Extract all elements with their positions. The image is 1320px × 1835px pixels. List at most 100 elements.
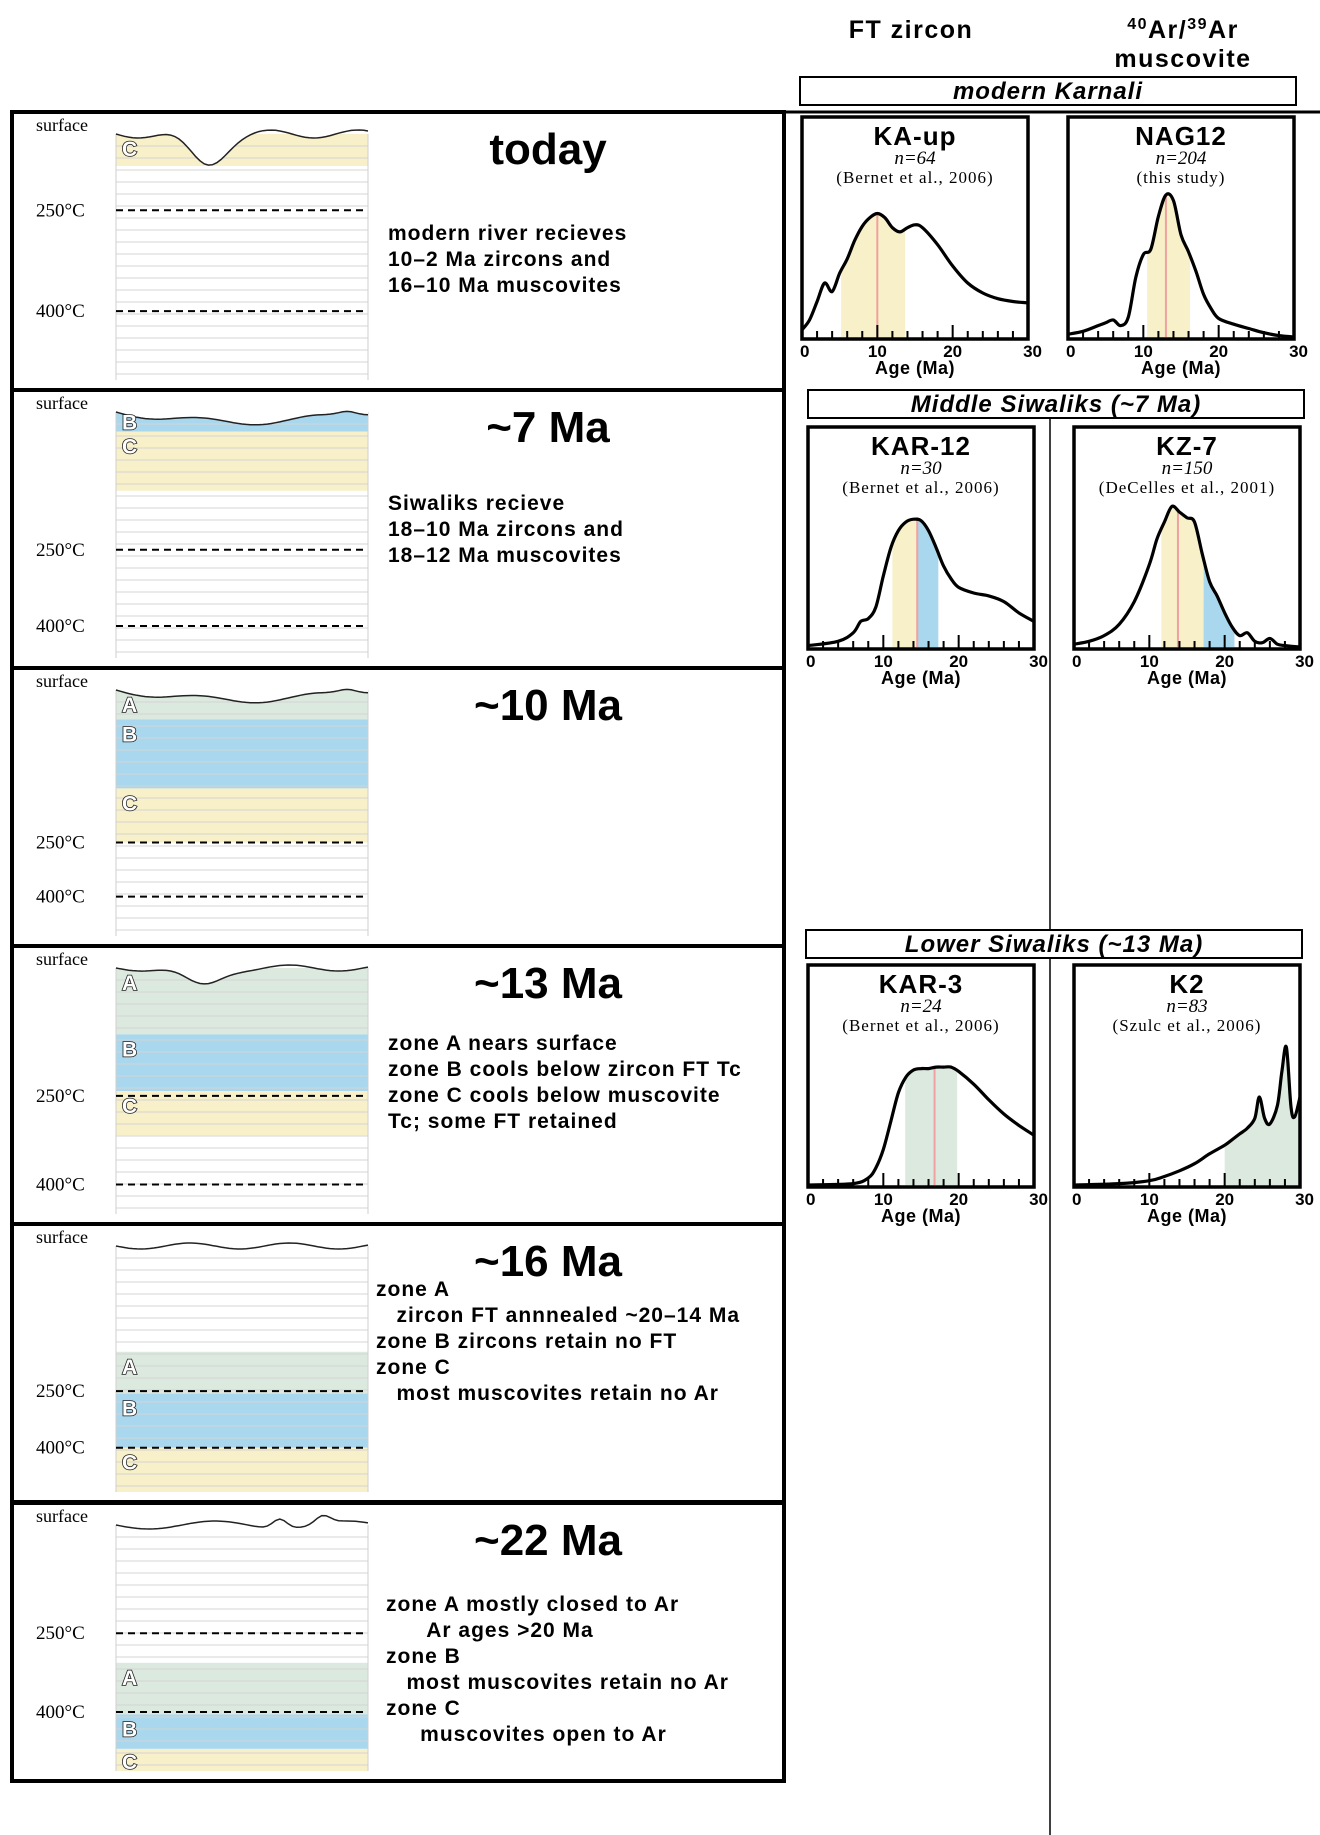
panel-title: ~22 Ma xyxy=(474,1516,623,1565)
panel-note: zone B zircons retain no FT xyxy=(376,1330,677,1353)
zone-c-label: C xyxy=(122,1751,137,1774)
x-tick-label: 20 xyxy=(943,342,962,361)
panel-note: 18–12 Ma muscovites xyxy=(388,544,622,567)
panel-note: muscovites open to Ar xyxy=(386,1723,667,1746)
sample-reference: (this study) xyxy=(1137,168,1226,187)
surface-line xyxy=(115,964,369,985)
zone-b-band xyxy=(116,719,368,789)
group-label-box xyxy=(807,389,1305,419)
temp-400-label: 400°C xyxy=(36,1174,85,1195)
panel-note: 10–2 Ma zircons and xyxy=(388,248,611,271)
panel-note: 16–10 Ma muscovites xyxy=(388,274,622,297)
panel-note: zone C cools below muscovite xyxy=(388,1084,721,1107)
x-tick-label: 30 xyxy=(1289,342,1308,361)
surface-line xyxy=(115,1514,369,1530)
surface-label: surface xyxy=(36,1506,88,1526)
temp-400-label: 400°C xyxy=(36,301,85,322)
panel-frame xyxy=(10,1501,786,1783)
surface-label: surface xyxy=(36,393,88,413)
zone-b-band xyxy=(116,1034,368,1091)
x-tick-label: 10 xyxy=(868,342,887,361)
group-label-box xyxy=(799,76,1297,106)
distribution-curve xyxy=(800,211,1029,331)
x-tick-label: 10 xyxy=(1134,342,1153,361)
panel-note: zone A xyxy=(376,1278,450,1301)
sample-count: n=30 xyxy=(900,458,942,479)
zone-c-label: C xyxy=(122,1452,137,1475)
time-panels: surface 250°C 400°C C today modern river reci… xyxy=(10,110,786,1783)
col2-title: 40Ar/39Ar xyxy=(1127,16,1239,44)
chart-frame xyxy=(1072,963,1302,1189)
x-axis-label: Age (Ma) xyxy=(1141,358,1221,378)
x-tick-label: 10 xyxy=(1140,1190,1159,1209)
zone-c-band xyxy=(116,1447,368,1492)
distribution-curve xyxy=(807,517,1035,648)
shade-zone-c xyxy=(892,519,918,647)
panel-note: zone C xyxy=(386,1697,461,1720)
panel-note: modern river recieves xyxy=(388,222,627,245)
x-tick-label: 0 xyxy=(800,342,809,361)
chart-frame xyxy=(1072,425,1302,651)
surface-label: surface xyxy=(36,949,88,969)
group-label: Lower Siwaliks (~13 Ma) xyxy=(905,931,1203,958)
x-tick-label: 30 xyxy=(1029,652,1048,671)
zone-a-band xyxy=(116,968,368,1035)
zone-b-label: B xyxy=(122,1038,137,1061)
col2-title-line2: muscovite xyxy=(1114,45,1251,73)
col2-sup1: 40 xyxy=(1127,16,1148,33)
panel-title: ~7 Ma xyxy=(486,403,610,452)
zone-a-label: A xyxy=(122,1667,137,1690)
sky-mask xyxy=(116,948,368,984)
sky-mask xyxy=(116,1505,368,1529)
col2-mid: Ar/ xyxy=(1148,16,1187,44)
chart-frame xyxy=(806,425,1036,651)
zone-c-label: C xyxy=(122,1095,137,1118)
temp-250-label: 250°C xyxy=(36,540,85,561)
time-panel: surface 250°C 400°C BC ~7 Ma Siwaliks recieve… xyxy=(10,388,786,670)
chart-frame xyxy=(806,963,1036,1189)
panel-note: zone B cools below zircon FT Tc xyxy=(388,1058,742,1081)
zone-b-band xyxy=(116,1714,368,1749)
panel-note: Siwaliks recieve xyxy=(388,492,565,515)
x-tick-label: 20 xyxy=(949,652,968,671)
age-distributions: modern Karnali Middle Siwaliks (~7 Ma) Low… xyxy=(786,76,1320,1835)
sky-mask xyxy=(116,392,368,425)
temp-400-label: 400°C xyxy=(36,1438,85,1459)
panel-note: zone A mostly closed to Ar xyxy=(386,1593,679,1616)
temp-400-label: 400°C xyxy=(36,616,85,637)
temp-250-label: 250°C xyxy=(36,1086,85,1107)
shade-zone-b xyxy=(917,519,939,647)
x-tick-label: 10 xyxy=(874,652,893,671)
group-label: modern Karnali xyxy=(953,78,1143,105)
x-tick-label: 20 xyxy=(1215,652,1234,671)
panel-note: Tc; some FT retained xyxy=(388,1110,618,1133)
x-tick-label: 30 xyxy=(1295,1190,1314,1209)
zone-c-label: C xyxy=(122,792,137,815)
x-axis-label: Age (Ma) xyxy=(1147,1206,1227,1226)
x-tick-label: 20 xyxy=(1209,342,1228,361)
temp-250-label: 250°C xyxy=(36,833,85,854)
zone-c-label: C xyxy=(122,436,137,459)
surface-line xyxy=(115,1242,369,1250)
x-axis-label: Age (Ma) xyxy=(1147,668,1227,688)
x-tick-label: 30 xyxy=(1295,652,1314,671)
sample-name: K2 xyxy=(1169,969,1204,999)
sample-count: n=204 xyxy=(1156,148,1207,169)
surface-label: surface xyxy=(36,671,88,691)
sample-count: n=150 xyxy=(1162,458,1213,479)
sample-name: NAG12 xyxy=(1135,121,1227,151)
x-tick-label: 10 xyxy=(1140,652,1159,671)
sample-name: KZ-7 xyxy=(1156,431,1218,461)
shade-zone-c xyxy=(1161,506,1204,647)
panel-note: most muscovites retain no Ar xyxy=(386,1671,729,1694)
x-axis-label: Age (Ma) xyxy=(875,358,955,378)
panel-title: today xyxy=(489,125,607,174)
surface-label: surface xyxy=(36,1227,88,1247)
distribution-curve xyxy=(1073,504,1301,649)
zone-b-label: B xyxy=(122,1718,137,1741)
time-panel: surface 250°C 400°C C today modern river reci… xyxy=(10,110,786,392)
x-tick-label: 10 xyxy=(874,1190,893,1209)
x-axis-label: Age (Ma) xyxy=(881,1206,961,1226)
time-panel: surface 250°C 400°C AB C ~16 Ma zone A zircon … xyxy=(10,1222,786,1504)
